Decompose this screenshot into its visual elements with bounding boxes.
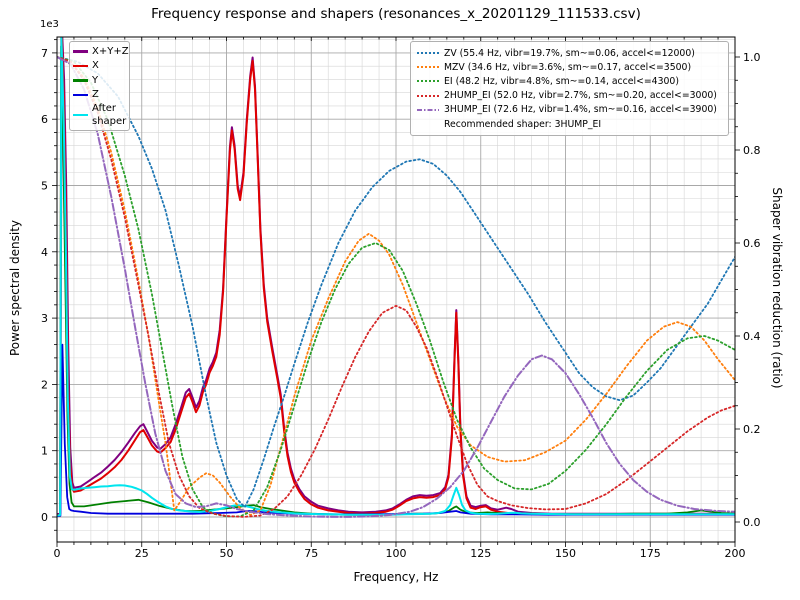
- legend-label: 2HUMP_EI (52.0 Hz, vibr=2.7%, sm~=0.20, …: [444, 90, 717, 102]
- legend-item-mzv: MZV (34.6 Hz, vibr=3.6%, sm~=0.17, accel…: [417, 60, 722, 74]
- tick-label: 175: [640, 547, 661, 560]
- tick-label: 100: [386, 547, 407, 560]
- legend-line-swatch: [73, 79, 88, 82]
- legend-psd: X+Y+Z X Y Z After shaper: [69, 41, 130, 131]
- legend-label: Y: [92, 74, 99, 86]
- tick-label: 0.4: [743, 330, 761, 343]
- ticks: [52, 37, 740, 547]
- tick-label: 0: [54, 547, 61, 560]
- legend-label: MZV (34.6 Hz, vibr=3.6%, sm~=0.17, accel…: [444, 61, 692, 73]
- legend-line-swatch: [417, 52, 439, 55]
- legend-shapers: ZV (55.4 Hz, vibr=19.7%, sm~=0.06, accel…: [410, 41, 729, 137]
- legend-item-recommended: Recommended shaper: 3HUMP_EI: [417, 117, 722, 131]
- tick-label: 0.2: [743, 423, 761, 436]
- legend-label: X: [92, 60, 99, 72]
- x-axis-label: Frequency, Hz: [353, 570, 439, 584]
- curve-mzv: [57, 56, 735, 516]
- curve-zv: [57, 56, 735, 508]
- y-right-tick-labels: 0.0 0.2 0.4 0.6 0.8 1.0: [743, 51, 761, 529]
- legend-item-after: After shaper: [73, 102, 126, 128]
- legend-label: 3HUMP_EI (72.6 Hz, vibr=1.4%, sm~=0.16, …: [444, 104, 717, 116]
- legend-label: X+Y+Z: [92, 45, 129, 57]
- legend-item-x-y-z: X+Y+Z: [73, 44, 129, 59]
- chart-title: Frequency response and shapers (resonanc…: [151, 6, 641, 22]
- legend-line-swatch: [417, 66, 439, 69]
- legend-label: Recommended shaper: 3HUMP_EI: [444, 118, 602, 130]
- tick-label: 3: [41, 312, 48, 325]
- x-tick-labels: 0 25 50 75 100 125 150 175 200: [54, 547, 746, 560]
- legend-item-ei: EI (48.2 Hz, vibr=4.8%, sm~=0.14, accel<…: [417, 74, 722, 88]
- legend-line-swatch: [73, 93, 88, 96]
- tick-label: 4: [41, 246, 48, 259]
- legend-line-swatch: [73, 113, 88, 117]
- tick-label: 25: [135, 547, 149, 560]
- tick-label: 0: [41, 511, 48, 524]
- legend-item-z: Z: [73, 88, 126, 103]
- curve-after-shaper: [57, 37, 735, 517]
- legend-line-swatch: [73, 50, 88, 53]
- legend-item-3hump-ei: 3HUMP_EI (72.6 Hz, vibr=1.4%, sm~=0.16, …: [417, 103, 722, 117]
- legend-line-swatch: [417, 104, 439, 115]
- tick-label: 6: [41, 113, 48, 126]
- tick-label: 2: [41, 378, 48, 391]
- tick-label: 5: [41, 180, 48, 193]
- legend-item-y: Y: [73, 73, 126, 88]
- legend-line-swatch: [417, 94, 439, 97]
- legend-label: EI (48.2 Hz, vibr=4.8%, sm~=0.14, accel<…: [444, 75, 679, 87]
- legend-line-swatch: [73, 64, 88, 67]
- y-left-tick-labels: 0 1 2 3 4 5 6 7: [41, 47, 48, 524]
- legend-item-2hump-ei: 2HUMP_EI (52.0 Hz, vibr=2.7%, sm~=0.20, …: [417, 89, 722, 103]
- legend-label: ZV (55.4 Hz, vibr=19.7%, sm~=0.06, accel…: [444, 47, 695, 59]
- curves: [57, 37, 735, 518]
- tick-label: 125: [470, 547, 491, 560]
- tick-label: 1.0: [743, 51, 761, 64]
- legend-line-swatch: [417, 80, 439, 83]
- y-left-axis-label: Power spectral density: [8, 219, 22, 357]
- y-left-offset-text: 1e3: [40, 19, 59, 30]
- tick-label: 150: [555, 547, 576, 560]
- curve-2hump-ei: [57, 56, 735, 518]
- tick-label: 200: [725, 547, 746, 560]
- tick-label: 0.0: [743, 516, 761, 529]
- tick-label: 0.6: [743, 237, 761, 250]
- legend-item-x: X: [73, 59, 126, 74]
- curve-x: [57, 37, 735, 516]
- legend-label: Z: [92, 89, 99, 101]
- legend-label: After shaper: [92, 103, 127, 127]
- curve-3hump-ei: [57, 56, 735, 518]
- y-right-axis-label: Shaper vibration reduction (ratio): [770, 187, 784, 389]
- tick-label: 1: [41, 445, 48, 458]
- tick-label: 7: [41, 47, 48, 60]
- tick-label: 75: [304, 547, 318, 560]
- curve-ei: [57, 56, 735, 518]
- tick-label: 50: [220, 547, 234, 560]
- tick-label: 0.8: [743, 144, 761, 157]
- legend-item-zv: ZV (55.4 Hz, vibr=19.7%, sm~=0.06, accel…: [417, 46, 722, 60]
